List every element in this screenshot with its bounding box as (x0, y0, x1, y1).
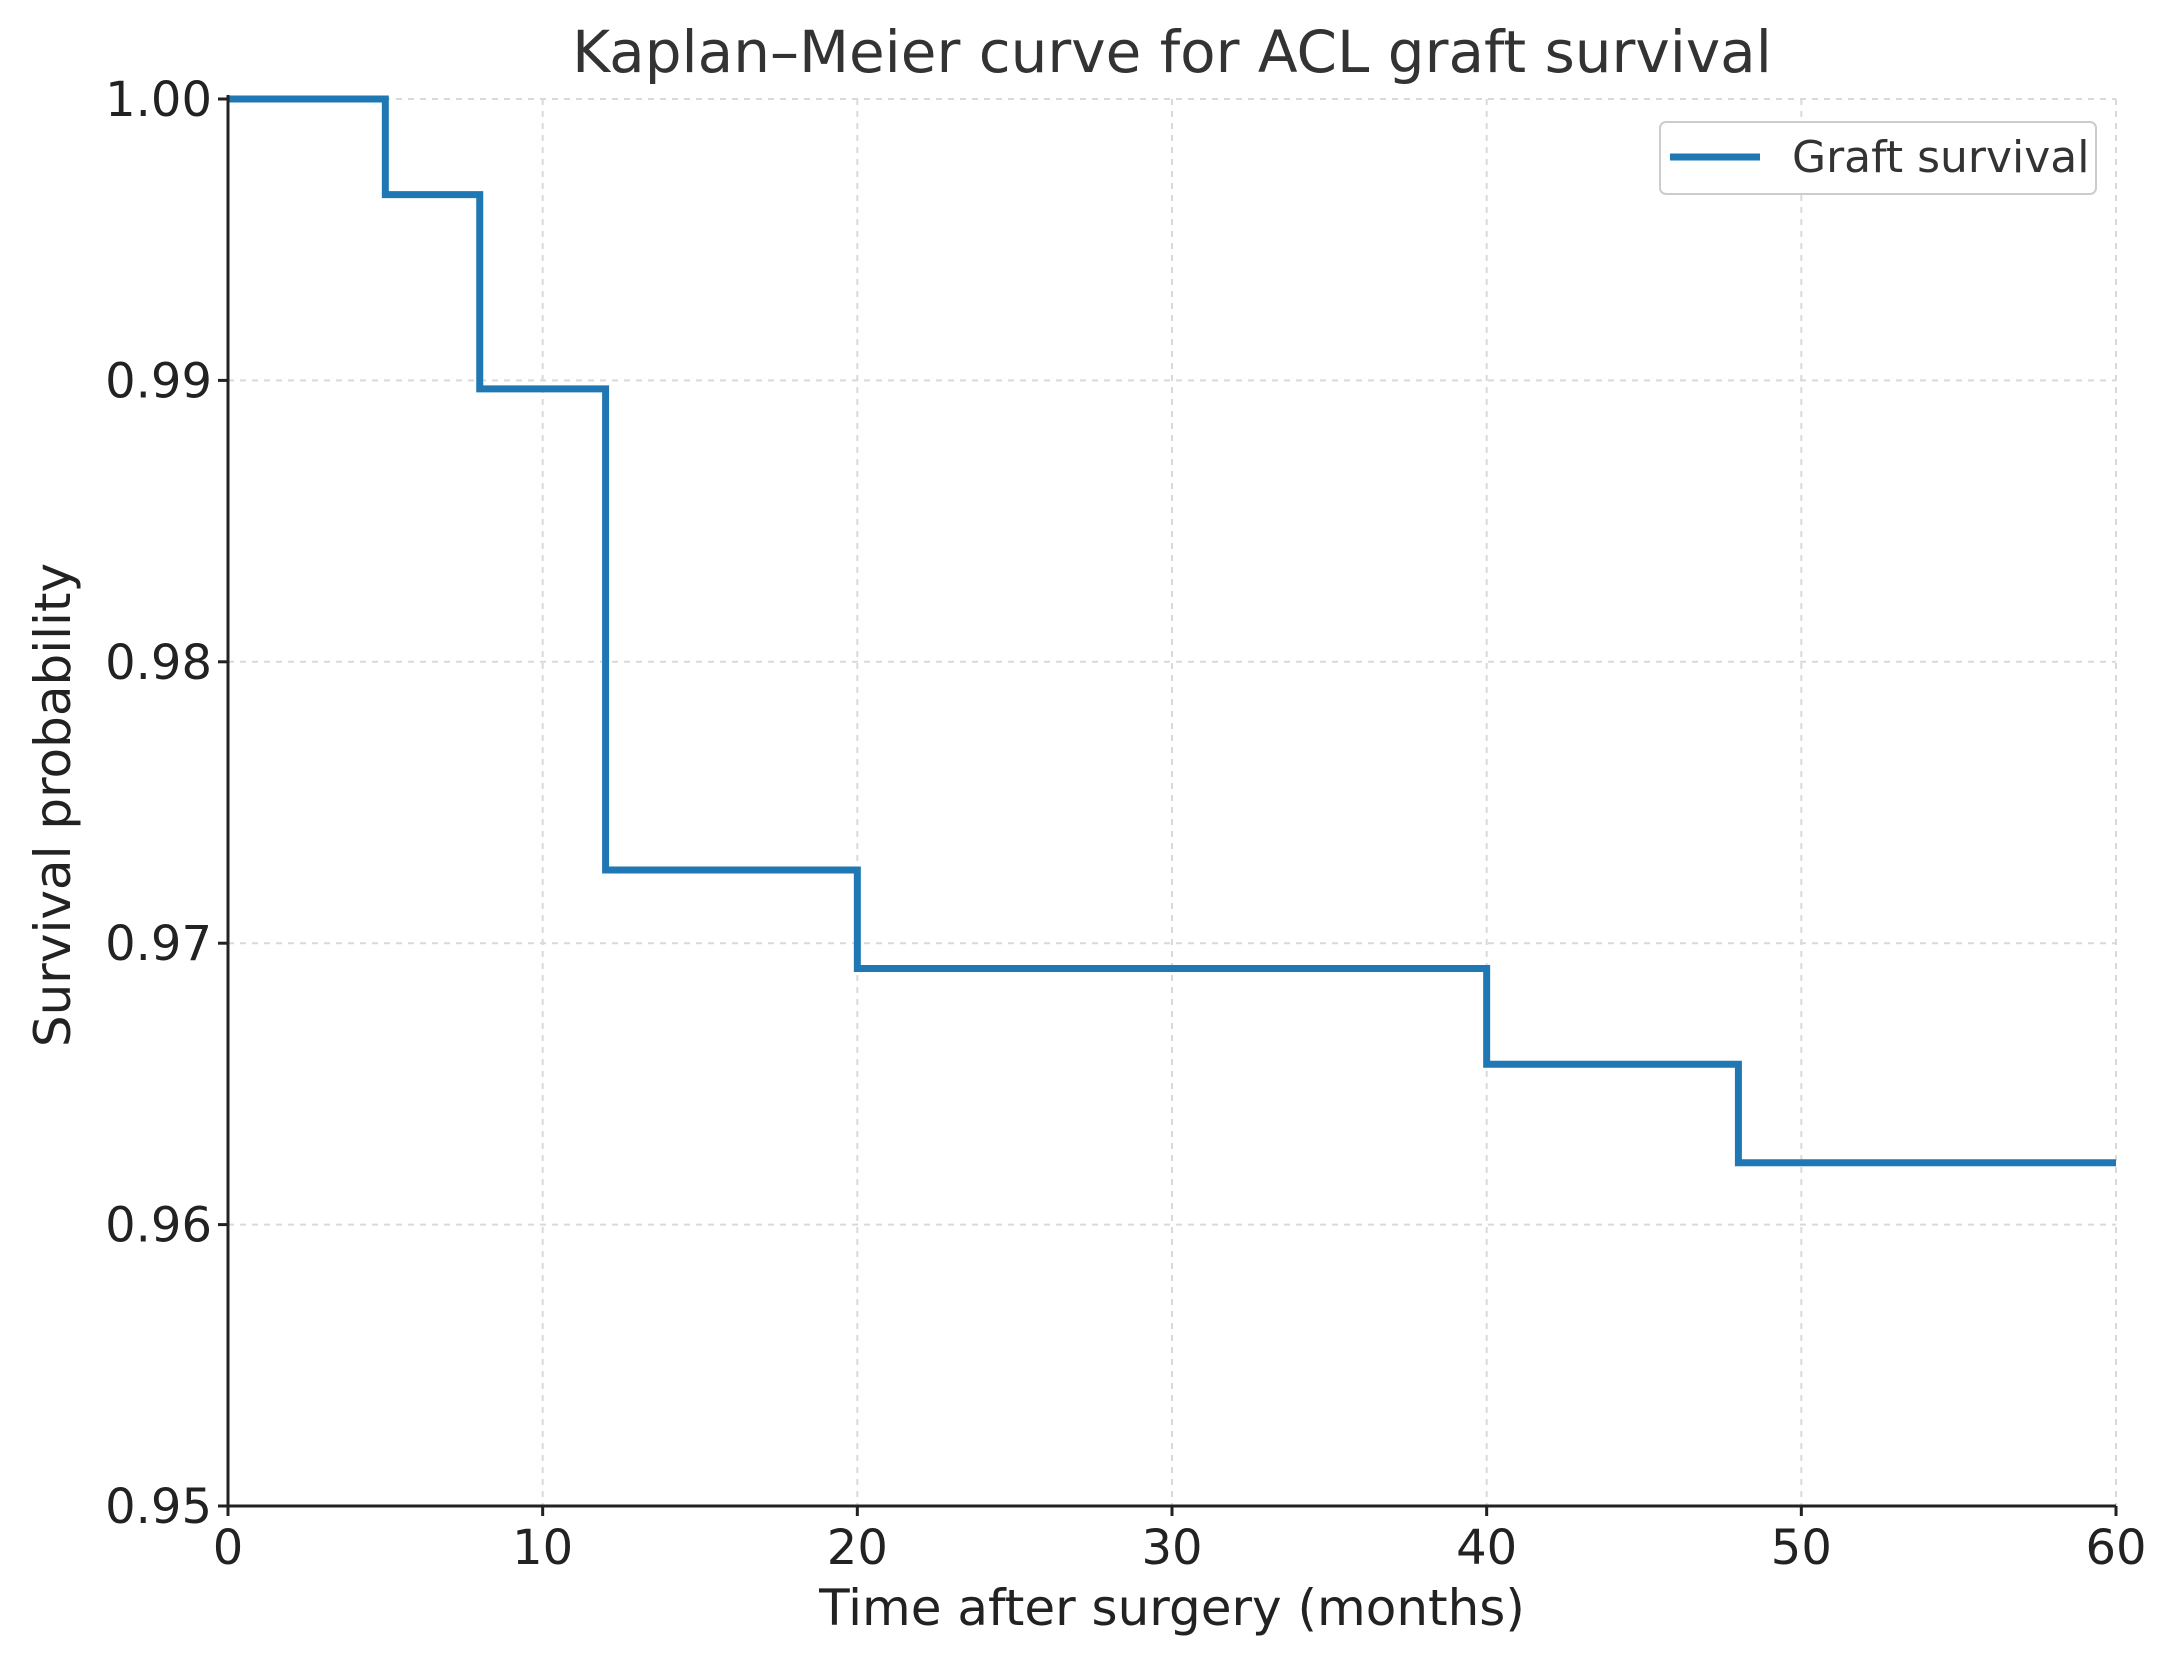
legend: Graft survival (1659, 121, 2097, 195)
chart-title: Kaplan–Meier curve for ACL graft surviva… (572, 18, 1772, 86)
y-tick-label-0.99: 0.99 (105, 353, 212, 409)
x-tick-label-60: 60 (2085, 1520, 2146, 1576)
grid-lines (227, 98, 2117, 1507)
x-tick-label-0: 0 (213, 1520, 244, 1576)
legend-label-graft-survival: Graft survival (1792, 132, 2090, 183)
x-tick-label-40: 40 (1456, 1520, 1517, 1576)
y-tick-label-0.95: 0.95 (105, 1479, 212, 1535)
x-tick-label-30: 30 (1141, 1520, 1202, 1576)
legend-box (1659, 121, 2097, 195)
x-tick-label-50: 50 (1771, 1520, 1832, 1576)
y-tick-label-0.97: 0.97 (105, 916, 212, 972)
y-tick-label-0.98: 0.98 (105, 635, 212, 691)
axes (218, 95, 2118, 1516)
tick-labels: 0 10 20 30 40 50 60 0.95 0.96 0.97 0.98 0.99 1.00 (105, 72, 2146, 1576)
x-tick-label-20: 20 (827, 1520, 888, 1576)
x-tick-label-10: 10 (512, 1520, 573, 1576)
y-tick-label-1.00: 1.00 (105, 72, 212, 128)
series-layer (228, 95, 2116, 1167)
y-axis-label: Survival probability (24, 563, 82, 1047)
x-axis-label: Time after surgery (months) (818, 1579, 1525, 1637)
y-tick-label-0.96: 0.96 (105, 1198, 212, 1254)
series-line-graft-survival (228, 95, 2116, 1167)
